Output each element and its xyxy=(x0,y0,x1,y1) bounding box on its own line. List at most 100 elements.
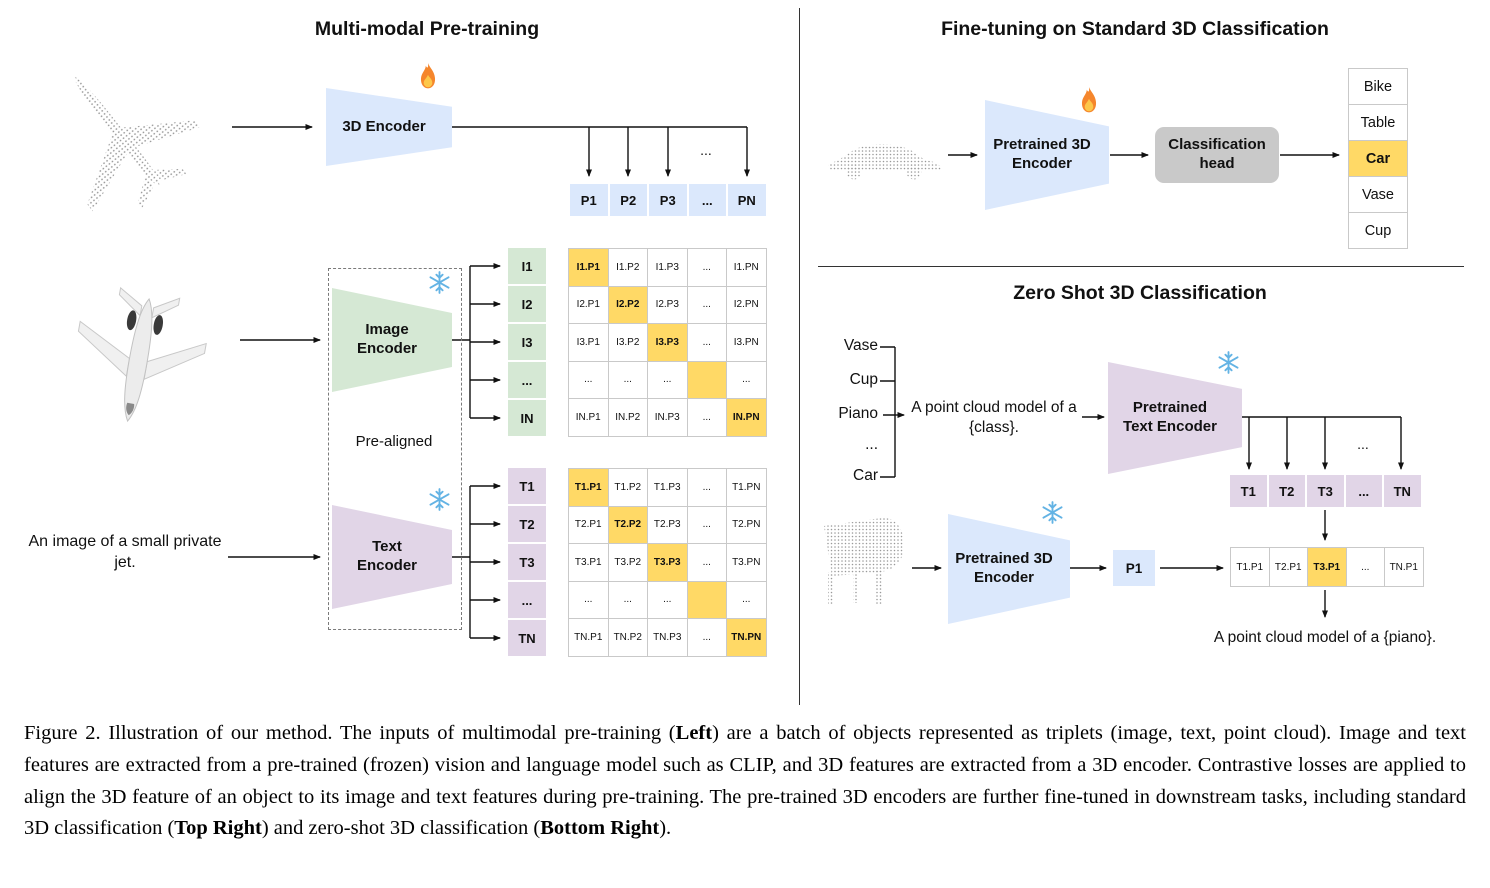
zs-class-label: Vase xyxy=(843,337,878,354)
caption-segment: ) are a batch of objects represented as … xyxy=(24,722,1466,840)
result-cell-selected: T3.P1 xyxy=(1308,548,1346,586)
result-caption-text: A point cloud model of a {piano}. xyxy=(1213,629,1437,646)
caption-segment-bold: Left xyxy=(675,722,713,744)
class-cell: Vase xyxy=(1348,176,1408,213)
matrix-cell: T1.P2 xyxy=(608,469,647,506)
class-list: Bike Table Car Vase Cup xyxy=(1348,68,1408,249)
matrix-cell: ... xyxy=(648,361,687,398)
t-cell: T1 xyxy=(508,468,546,504)
matrix-cell: I3.P3 xyxy=(648,324,687,361)
jet-photo xyxy=(77,286,207,423)
snowflake-icon xyxy=(1216,350,1241,380)
matrix-cell: ... xyxy=(608,361,647,398)
matrix-cell: TN.P2 xyxy=(608,619,647,656)
fire-icon xyxy=(415,62,441,95)
top-right-panel-title: Fine-tuning on Standard 3D Classificatio… xyxy=(941,18,1329,40)
t-cell: TN xyxy=(508,620,546,656)
p-cell: P1 xyxy=(570,184,608,216)
t-cell: ... xyxy=(1345,475,1382,507)
matrix-cell: T1.P1 xyxy=(569,469,608,506)
p1-feature-cell: P1 xyxy=(1113,550,1155,586)
p-cell: PN xyxy=(728,184,766,216)
zs-class-label: Piano xyxy=(838,405,878,422)
snowflake-icon xyxy=(427,270,452,300)
zs-class-label: Cup xyxy=(849,371,878,388)
matrix-cell: ... xyxy=(687,286,726,323)
matrix-cell: IN.P2 xyxy=(608,399,647,436)
i-cell: ... xyxy=(508,362,546,398)
matrix-cell: I1.P2 xyxy=(608,249,647,286)
airplane-point-cloud-image xyxy=(73,75,201,212)
pretrained-text-encoder-label: Pretrained Text Encoder xyxy=(1123,399,1217,435)
text-encoder-label: Text Encoder xyxy=(356,538,417,574)
matrix-cell: I3.P2 xyxy=(608,324,647,361)
caption-segment: ). xyxy=(659,817,672,840)
matrix-cell: ... xyxy=(648,581,687,618)
matrix-cell: TN.PN xyxy=(727,619,766,656)
zs-class-label: Car xyxy=(853,467,878,484)
i-cell: I1 xyxy=(508,248,546,284)
fire-icon xyxy=(1076,86,1102,119)
matrix-cell xyxy=(687,581,726,618)
matrix-cell: TN.P1 xyxy=(569,619,608,656)
caption-segment-bold: Top Right xyxy=(174,817,262,840)
caption-segment: Figure 2. Illustration of our method. Th… xyxy=(24,722,676,744)
classification-head-label: Classification head xyxy=(1168,136,1266,172)
caption-segment-bold: Bottom Right xyxy=(540,817,660,840)
result-cell: T2.P1 xyxy=(1269,548,1307,586)
t-cell: T2 xyxy=(1268,475,1305,507)
matrix-cell: I1.P1 xyxy=(569,249,608,286)
matrix-cell: T2.PN xyxy=(727,506,766,543)
encoder-3d-label: 3D Encoder xyxy=(342,117,426,135)
matrix-cell: ... xyxy=(687,399,726,436)
class-cell: Cup xyxy=(1348,212,1408,249)
car-point-cloud-image xyxy=(828,144,941,180)
matrix-cell: IN.P1 xyxy=(569,399,608,436)
t-cell: T3 xyxy=(508,544,546,580)
matrix-cell: ... xyxy=(727,581,766,618)
prompt-text: A point cloud model of a {class}. xyxy=(911,399,1077,437)
matrix-cell: T2.P3 xyxy=(648,506,687,543)
snowflake-icon xyxy=(1040,500,1065,530)
class-cell: Table xyxy=(1348,104,1408,141)
result-cell: T1.P1 xyxy=(1231,548,1269,586)
matrix-cell: T3.P1 xyxy=(569,544,608,581)
image-point-similarity-matrix: I1.P1 I1.P2 I1.P3 ... I1.PN I2.P1 I2.P2 … xyxy=(568,248,767,437)
matrix-cell: IN.P3 xyxy=(648,399,687,436)
horizontal-divider xyxy=(818,266,1464,267)
matrix-cell: I2.P3 xyxy=(648,286,687,323)
text-point-similarity-matrix: T1.P1 T1.P2 T1.P3 ... T1.PN T2.P1 T2.P2 … xyxy=(568,468,767,657)
left-panel-title: Multi-modal Pre-training xyxy=(314,18,540,40)
t-feature-row: T1 T2 T3 ... TN xyxy=(1230,475,1421,507)
matrix-cell: I1.PN xyxy=(727,249,766,286)
matrix-cell: ... xyxy=(687,324,726,361)
result-cell: ... xyxy=(1346,548,1384,586)
zero-shot-result-row: T1.P1 T2.P1 T3.P1 ... TN.P1 xyxy=(1230,547,1424,587)
matrix-cell: T3.PN xyxy=(727,544,766,581)
zs-class-label: ... xyxy=(865,436,878,453)
pretrained-3d-encoder-top-label: Pretrained 3D Encoder xyxy=(993,136,1091,172)
matrix-cell: IN.PN xyxy=(727,399,766,436)
matrix-cell: T1.P3 xyxy=(648,469,687,506)
i-cell: IN xyxy=(508,400,546,436)
caption-segment: ) and zero-shot 3D classification ( xyxy=(261,817,541,840)
pretrained-3d-encoder-bottom-label: Pretrained 3D Encoder xyxy=(955,550,1053,586)
p-cell: ... xyxy=(688,184,726,216)
ellipsis-text: ... xyxy=(1357,436,1369,452)
matrix-cell: I1.P3 xyxy=(648,249,687,286)
classification-head: Classification head xyxy=(1155,127,1279,183)
p-cell: P2 xyxy=(609,184,647,216)
p-cell: P3 xyxy=(649,184,687,216)
matrix-cell: ... xyxy=(687,506,726,543)
matrix-cell: ... xyxy=(687,619,726,656)
matrix-cell: T2.P1 xyxy=(569,506,608,543)
diagram-connectors-layer xyxy=(73,75,1404,641)
matrix-cell: I2.P1 xyxy=(569,286,608,323)
matrix-cell: TN.P3 xyxy=(648,619,687,656)
pre-aligned-dashed-box xyxy=(328,268,462,630)
matrix-cell: ... xyxy=(687,249,726,286)
image-feature-column: I1 I2 I3 ... IN xyxy=(508,248,546,436)
matrix-cell xyxy=(687,361,726,398)
matrix-cell: I2.P2 xyxy=(608,286,647,323)
